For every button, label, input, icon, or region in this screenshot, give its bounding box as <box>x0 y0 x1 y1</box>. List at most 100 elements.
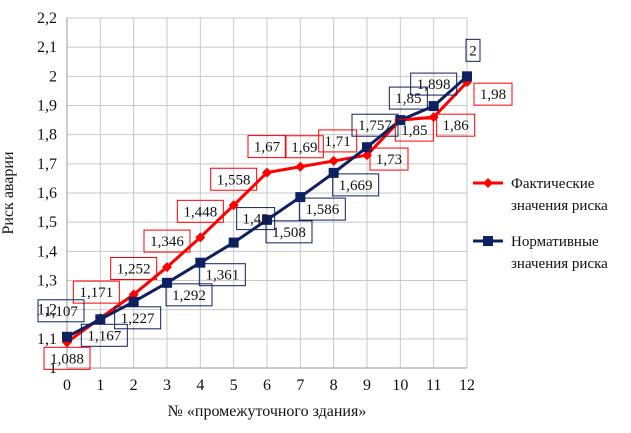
y-tick-label: 2,1 <box>37 39 57 56</box>
y-tick-label: 2 <box>49 68 57 85</box>
data-label-normative: 1,757 <box>351 113 399 137</box>
x-axis-title: № «промежуточного здания» <box>168 403 367 420</box>
legend-marker <box>483 236 493 246</box>
data-point-normative <box>428 101 439 112</box>
data-label-normative: 1,167 <box>80 323 128 347</box>
y-tick-label: 1 <box>49 360 57 377</box>
y-tick-label: 1,2 <box>37 302 57 319</box>
data-point-normative <box>228 237 239 248</box>
data-label-actual: 1,252 <box>110 257 158 280</box>
data-point-normative <box>295 192 306 203</box>
data-label-actual: 1,71 <box>318 129 358 153</box>
legend-label-cont: значения риска <box>511 256 608 272</box>
legend-entry-actual: Фактические значения риска <box>473 176 608 214</box>
data-label-box <box>410 72 458 96</box>
x-tick-label: 6 <box>263 377 271 394</box>
data-label-box <box>298 197 346 221</box>
y-tick-label: 1,4 <box>37 243 57 260</box>
x-tick-label: 7 <box>296 377 304 394</box>
data-label-box <box>436 113 476 137</box>
data-label-box <box>465 38 481 62</box>
data-label-normative: 2 <box>465 38 481 62</box>
data-label-normative: 1,43 <box>236 207 276 231</box>
data-label-normative: 1,586 <box>298 197 346 221</box>
data-label-text: 1,361 <box>205 268 239 284</box>
data-label-box <box>80 323 128 347</box>
data-label-box <box>369 147 409 171</box>
legend-marker <box>483 178 493 188</box>
x-tick-label: 5 <box>230 377 238 394</box>
data-point-actual <box>195 232 206 243</box>
data-label-text: 1,107 <box>44 304 78 320</box>
data-label-text: 1,448 <box>183 204 217 220</box>
data-label-text: 1,227 <box>121 311 155 327</box>
data-label-actual: 1,85 <box>394 118 434 142</box>
data-point-actual <box>328 155 339 166</box>
x-tick-label: 4 <box>196 377 204 394</box>
data-point-normative <box>95 314 106 325</box>
data-point-normative <box>62 331 72 342</box>
data-point-normative <box>328 167 339 178</box>
y-tick-label: 1,9 <box>37 98 57 115</box>
data-label-text: 1,85 <box>401 123 427 139</box>
data-point-actual <box>162 262 172 273</box>
data-label-text: 2 <box>469 43 477 59</box>
data-label-actual: 1,171 <box>72 280 120 304</box>
data-point-normative <box>462 71 472 82</box>
x-tick-label: 1 <box>96 377 104 394</box>
data-label-box <box>388 86 428 110</box>
data-label-actual: 1,86 <box>436 113 476 137</box>
legend-label-cont: значения риска <box>511 198 608 214</box>
data-label-normative: 1,669 <box>332 173 380 197</box>
data-label-actual: 1,69 <box>284 135 324 159</box>
data-label-box <box>176 199 224 223</box>
data-label-box <box>165 283 213 307</box>
data-label-text: 1,43 <box>243 212 269 228</box>
x-tick-label: 11 <box>426 377 441 394</box>
data-label-text: 1,586 <box>305 202 339 218</box>
data-label-box <box>318 129 358 153</box>
legend-label: Нормативные <box>511 234 599 250</box>
legend-entry-normative: Нормативные значения риска <box>473 234 608 272</box>
data-label-normative: 1,292 <box>165 283 213 307</box>
data-label-actual: 1,448 <box>176 199 224 223</box>
data-label-text: 1,252 <box>117 262 151 278</box>
x-tick-label: 10 <box>392 377 408 394</box>
data-label-text: 1,508 <box>272 225 306 241</box>
series-layer <box>62 71 472 348</box>
y-axis-title: Риск аварии <box>0 151 17 234</box>
data-point-actual <box>262 167 272 178</box>
data-label-actual: 1,558 <box>210 167 258 191</box>
data-label-actual: 1,346 <box>143 229 191 253</box>
x-tick-label: 8 <box>330 377 338 394</box>
data-label-actual: 1,73 <box>369 147 409 171</box>
data-label-box <box>198 263 246 287</box>
data-label-text: 1,69 <box>291 140 317 156</box>
data-label-normative: 1,361 <box>198 263 246 287</box>
y-tick-label: 1,7 <box>37 156 57 173</box>
data-label-text: 1,171 <box>79 285 113 301</box>
y-tick-label: 1,5 <box>37 214 57 231</box>
data-point-normative <box>162 277 172 288</box>
x-tick-label: 12 <box>459 377 475 394</box>
data-label-normative: 1,227 <box>114 306 162 330</box>
x-tick-label: 9 <box>363 377 371 394</box>
data-label-text: 1,67 <box>254 140 281 156</box>
data-label-actual: 1,98 <box>473 82 513 106</box>
data-label-box <box>284 135 324 159</box>
data-label-normative: 1,508 <box>265 220 313 244</box>
y-tick-label: 1,3 <box>37 273 57 290</box>
legend: Фактические значения риска Нормативные знач… <box>473 176 608 272</box>
data-point-normative <box>195 257 206 268</box>
data-label-box <box>247 135 287 159</box>
data-label-text: 1,292 <box>172 288 206 304</box>
data-point-normative <box>395 115 406 126</box>
data-point-normative <box>128 296 139 307</box>
data-label-actual: 1,67 <box>247 135 287 159</box>
x-tick-label: 0 <box>63 377 71 394</box>
data-label-box <box>351 113 399 137</box>
y-tick-label: 1,1 <box>37 331 57 348</box>
